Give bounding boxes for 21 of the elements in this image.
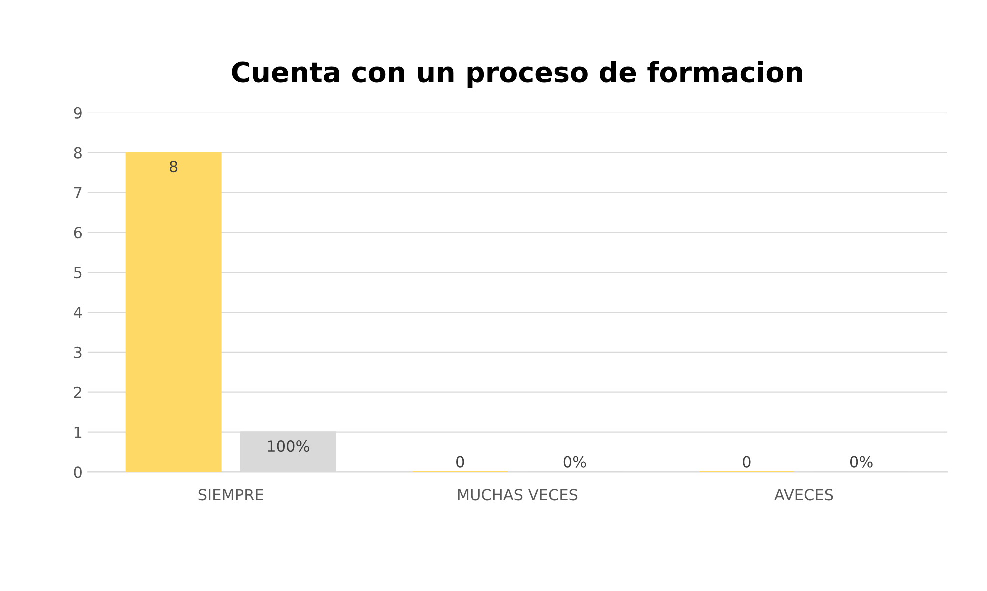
y-tick-label: 6 xyxy=(74,227,82,239)
x-tick-label: MUCHAS VECES xyxy=(458,489,578,501)
y-tick-label: 7 xyxy=(74,187,82,199)
data-label: 0% xyxy=(850,456,873,468)
y-tick-label: 1 xyxy=(74,426,82,438)
x-tick-label: SIEMPRE xyxy=(198,489,264,501)
data-label: 0 xyxy=(743,456,751,468)
data-label: 0 xyxy=(456,456,464,468)
data-label: 0% xyxy=(564,456,586,468)
y-tick-label: 3 xyxy=(74,346,82,358)
y-tick-label: 2 xyxy=(74,386,82,398)
data-label: 100% xyxy=(268,440,310,452)
y-tick-label: 5 xyxy=(74,267,82,279)
chart-title: Cuenta con un proceso de formacion xyxy=(232,61,802,88)
y-tick-label: 9 xyxy=(74,107,82,119)
x-tick-label: AVECES xyxy=(774,489,834,501)
data-label: 8 xyxy=(170,161,178,173)
y-tick-label: 0 xyxy=(74,466,82,478)
y-tick-label: 4 xyxy=(74,307,82,318)
bar xyxy=(126,152,222,472)
y-tick-label: 8 xyxy=(74,147,82,159)
